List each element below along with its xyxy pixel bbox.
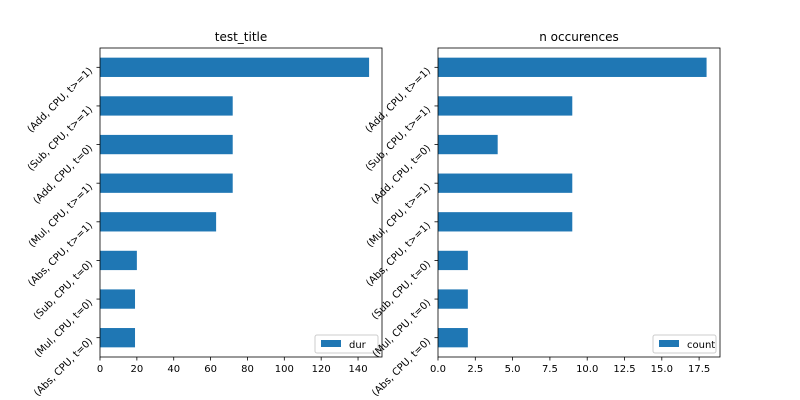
right-x-tick-label: 7.5 bbox=[542, 364, 558, 375]
right-legend-label: count bbox=[687, 340, 715, 351]
left-bar bbox=[100, 57, 370, 77]
left-category-label: (Mul, CPU, t>=1) bbox=[27, 181, 95, 249]
right-category-label: (Mul, CPU, t>=1) bbox=[365, 181, 433, 249]
left-axes-frame bbox=[99, 47, 383, 358]
right-bar bbox=[438, 57, 707, 77]
right-x-tick-label: 15.0 bbox=[651, 364, 673, 375]
right-bar bbox=[438, 289, 468, 309]
right-bar bbox=[438, 96, 573, 116]
left-chart: test_title 0 20 40 60 80 100 120 140 (Add, CPU, t… bbox=[26, 30, 383, 399]
left-bar bbox=[100, 212, 217, 232]
right-x-tick-label: 0.0 bbox=[430, 364, 446, 375]
left-legend-label: dur bbox=[349, 340, 367, 351]
left-bar bbox=[100, 134, 233, 155]
right-x-tick-label: 10.0 bbox=[576, 364, 598, 375]
right-category-label: (Abs, CPU, t>=1) bbox=[364, 220, 433, 289]
left-bar bbox=[100, 289, 136, 309]
right-category-label: (Sub, CPU, t>=1) bbox=[364, 104, 433, 173]
left-x-tick-label: 140 bbox=[348, 364, 367, 375]
right-axes-frame bbox=[437, 47, 721, 358]
left-x-tick-label: 0 bbox=[97, 364, 103, 375]
right-x-tick-label: 2.5 bbox=[467, 364, 483, 375]
right-chart-title: n occurences bbox=[539, 30, 618, 44]
left-x-tick-label: 80 bbox=[241, 364, 254, 375]
right-chart: n occurences 0.0 2.5 5.0 7.5 10.0 12.5 15.0 17.5… bbox=[364, 30, 721, 399]
left-bar bbox=[100, 96, 233, 116]
right-bar bbox=[438, 134, 498, 155]
left-x-tick-label: 20 bbox=[130, 364, 143, 375]
right-legend-box bbox=[652, 334, 717, 354]
left-x-tick-label: 120 bbox=[312, 364, 331, 375]
left-bar bbox=[100, 173, 233, 193]
right-bar bbox=[438, 328, 468, 348]
left-x-tick-label: 60 bbox=[204, 364, 217, 375]
left-category-label: (Sub, CPU, t>=1) bbox=[26, 104, 95, 173]
left-x-tick-label: 100 bbox=[275, 364, 294, 375]
left-x-tick-label: 40 bbox=[167, 364, 180, 375]
right-x-tick-label: 12.5 bbox=[613, 364, 635, 375]
left-chart-title: test_title bbox=[215, 30, 268, 44]
right-bar bbox=[438, 212, 573, 232]
right-x-tick-label: 5.0 bbox=[505, 364, 521, 375]
left-legend-swatch bbox=[321, 340, 341, 347]
right-bar bbox=[438, 250, 468, 271]
right-legend-swatch bbox=[659, 340, 679, 347]
right-x-tick-label: 17.5 bbox=[688, 364, 710, 375]
right-category-label: (Add, CPU, t>=1) bbox=[364, 66, 434, 136]
left-legend-box bbox=[314, 334, 379, 354]
right-bar bbox=[438, 173, 573, 193]
left-bar bbox=[100, 250, 137, 271]
left-category-label: (Add, CPU, t>=1) bbox=[26, 66, 96, 136]
left-bar bbox=[100, 328, 136, 348]
left-category-label: (Abs, CPU, t>=1) bbox=[26, 220, 95, 289]
